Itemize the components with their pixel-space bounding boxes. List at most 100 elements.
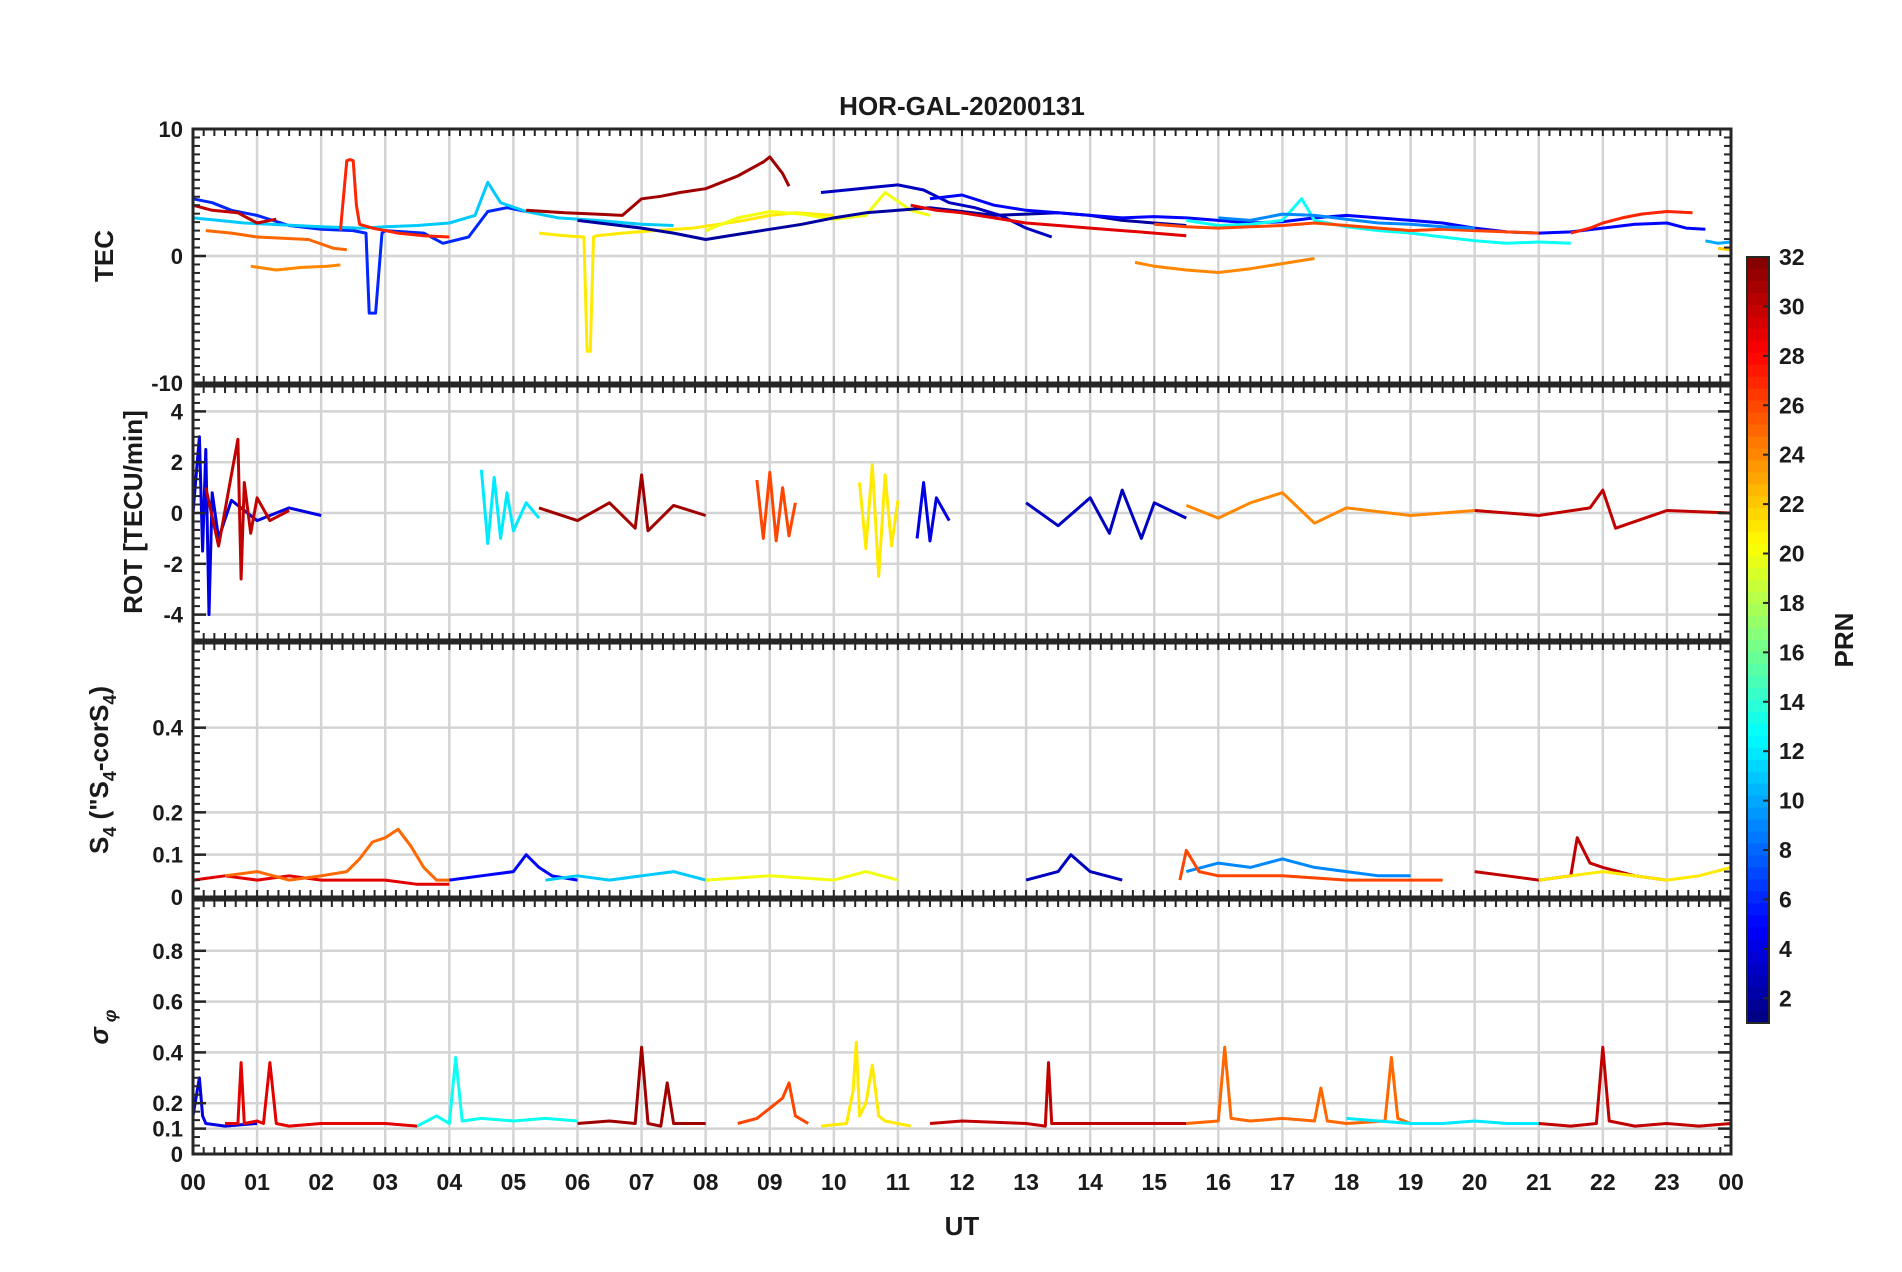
colorbar-segment — [1747, 257, 1769, 270]
y-tick-label: 0.2 — [152, 1091, 183, 1116]
x-tick-label: 15 — [1141, 1169, 1167, 1195]
colorbar-label: PRN — [1829, 613, 1859, 668]
y-tick-label: 2 — [171, 450, 183, 475]
colorbar-tick-label: 22 — [1779, 491, 1805, 517]
colorbar-tick-label: 30 — [1779, 293, 1805, 319]
colorbar-segment — [1747, 472, 1769, 486]
colorbar-segment — [1747, 915, 1769, 928]
y-tick-label: 0.2 — [152, 800, 183, 825]
colorbar-segment — [1747, 987, 1769, 1000]
series-line-prn-4 — [915, 481, 951, 543]
x-tick-label: 22 — [1590, 1169, 1616, 1195]
series-line-prn-20 — [705, 870, 899, 882]
colorbar-segment — [1747, 891, 1769, 904]
y-axis-label: S4 ("S4-corS4) — [84, 686, 120, 854]
colorbar-segment — [1747, 939, 1769, 952]
colorbar-segment — [1747, 544, 1769, 557]
colorbar-segment — [1747, 568, 1769, 581]
series-line-prn-25 — [1186, 1045, 1412, 1125]
x-tick-label: 03 — [372, 1169, 398, 1195]
colorbar-segment — [1747, 352, 1769, 366]
colorbar-segment — [1747, 292, 1769, 306]
series-line-prn-21 — [538, 211, 834, 353]
series-line-prn-22 — [1718, 246, 1732, 252]
y-axis-label-part: -corS — [84, 705, 114, 771]
y-axis-label-part: 4 — [100, 695, 120, 705]
colorbar-segment — [1747, 903, 1769, 916]
panel-sigma-frame — [191, 898, 1733, 1156]
colorbar-segment — [1747, 759, 1769, 773]
colorbar-segment — [1747, 376, 1769, 390]
colorbar-segment — [1747, 412, 1769, 426]
y-axis-label-part: 4 — [100, 771, 120, 781]
colorbar-tick-label: 32 — [1779, 244, 1805, 270]
colorbar-segment — [1747, 580, 1769, 593]
series-line-prn-12 — [479, 469, 541, 545]
x-tick-label: 16 — [1206, 1169, 1232, 1195]
x-tick-label: 12 — [949, 1169, 975, 1195]
y-tick-label: -10 — [151, 371, 183, 396]
colorbar-segment — [1747, 520, 1769, 533]
series-line-prn-25 — [224, 827, 450, 882]
panel-tec-frame — [191, 127, 1733, 385]
colorbar-segment — [1747, 616, 1769, 629]
colorbar-segment — [1747, 855, 1769, 869]
colorbar-segment — [1747, 400, 1769, 414]
colorbar-segment — [1747, 280, 1769, 294]
colorbar-segment — [1747, 424, 1769, 438]
y-axis-label-part: φ — [100, 1009, 120, 1027]
panel-s4-frame — [191, 641, 1733, 899]
x-tick-label: 00 — [180, 1169, 206, 1195]
series-line-prn-29 — [910, 203, 1187, 238]
colorbar-segment — [1747, 604, 1769, 617]
x-tick-label: 17 — [1270, 1169, 1296, 1195]
y-axis-label-part: S — [84, 837, 114, 854]
series-line-prn-30 — [204, 437, 290, 581]
series-line-prn-24 — [1185, 491, 1475, 525]
series-line-prn-30 — [929, 1061, 1187, 1128]
y-axis-label: σ φ — [84, 1009, 120, 1044]
colorbar-tick-label: 4 — [1779, 936, 1792, 962]
x-tick-label: 01 — [244, 1169, 270, 1195]
colorbar-segment — [1747, 556, 1769, 569]
colorbar-segment — [1747, 819, 1769, 833]
x-tick-label: 00 — [1718, 1169, 1744, 1195]
colorbar-segment — [1747, 963, 1769, 976]
colorbar-segment — [1747, 663, 1769, 677]
series-line-prn-26 — [755, 470, 797, 543]
colorbar-segment — [1747, 436, 1769, 450]
series-line-prn-27 — [1570, 210, 1693, 235]
y-axis-label-part: σ — [84, 1025, 114, 1044]
colorbar-segment — [1747, 807, 1769, 821]
y-axis-label-part: ) — [84, 686, 114, 695]
series-line-prn-31 — [526, 155, 791, 217]
series-line-prn-9 — [1185, 857, 1411, 878]
colorbar-segment — [1747, 328, 1769, 342]
colorbar-segment — [1747, 364, 1769, 378]
y-axis-label: ROT [TECU/min] — [118, 410, 148, 614]
series-line-prn-27 — [338, 158, 450, 239]
colorbar-segment — [1747, 592, 1769, 605]
x-tick-label: 11 — [886, 1169, 911, 1195]
x-tick-label: 08 — [693, 1169, 719, 1195]
colorbar-segment — [1747, 628, 1769, 641]
series-line-prn-25 — [205, 229, 347, 252]
colorbar-segment — [1747, 675, 1769, 689]
series-line-prn-6 — [192, 197, 527, 315]
series-line-prn-31 — [538, 473, 707, 533]
y-tick-label: 4 — [171, 399, 184, 424]
series-line-prn-3 — [1025, 488, 1187, 540]
series-line-prn-5 — [449, 853, 578, 882]
series-line-prn-3 — [1025, 853, 1123, 882]
series-line-prn-4 — [191, 1076, 258, 1128]
series-line-prn-21 — [1538, 865, 1732, 882]
series-line-prn-26 — [737, 1081, 809, 1125]
colorbar-segment — [1747, 687, 1769, 701]
series-line-prn-13 — [416, 1056, 578, 1128]
colorbar-tick-label: 12 — [1779, 738, 1805, 764]
y-tick-label: 0.1 — [152, 843, 183, 868]
y-tick-label: 0.4 — [152, 716, 183, 741]
